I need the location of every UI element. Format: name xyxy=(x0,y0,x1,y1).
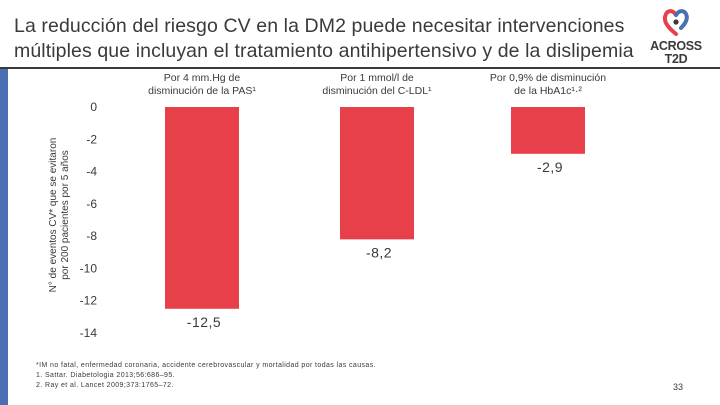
footnote-ref-2: 2. Ray et al. Lancet 2009;373:1765–72. xyxy=(36,382,174,389)
y-tick-label: -12 xyxy=(80,294,98,308)
bars xyxy=(165,107,585,309)
title-line-1: La reducción del riesgo CV en la DM2 pue… xyxy=(14,15,625,37)
category-label-line-1: Por 1 mmol/l de xyxy=(340,72,414,84)
left-accent-stripe xyxy=(0,68,8,405)
y-tick-label: -14 xyxy=(80,326,98,340)
title-line-2: múltiples que incluyan el tratamiento an… xyxy=(14,40,634,62)
bar-2 xyxy=(340,107,414,240)
page-number: 33 xyxy=(672,382,683,392)
y-tick-label: -6 xyxy=(86,197,97,211)
category-label-line-1: Por 0,9% de disminución xyxy=(490,72,606,84)
category-label-line-2: disminución de la PAS¹ xyxy=(148,85,256,97)
category-label-line-2: de la HbA1c¹·² xyxy=(514,85,582,97)
y-axis-label-line-2: por 200 pacientes por 5 años xyxy=(60,150,71,280)
logo-text-t2d: T2D xyxy=(664,52,688,66)
heart-drop-logo-icon xyxy=(662,9,689,36)
logo-text-across: ACROSS xyxy=(650,39,702,53)
category-label-line-2: disminución del C-LDL¹ xyxy=(322,85,432,97)
logo-wordmark: ACROSS T2D xyxy=(646,40,706,66)
y-axis-label: N° de eventos CV* que se evitaron por 20… xyxy=(48,138,71,293)
across-t2d-logo: ACROSS T2D xyxy=(646,6,706,68)
y-tick-label: 0 xyxy=(90,100,97,114)
footnote-definition: *IM no fatal, enfermedad coronaria, acci… xyxy=(36,362,376,369)
footnotes: *IM no fatal, enfermedad coronaria, acci… xyxy=(36,361,376,391)
y-axis-ticks: 0 -2 -4 -6 -8 -10 -12 -14 xyxy=(80,100,98,340)
category-label-line-1: Por 4 mm.Hg de xyxy=(164,72,241,84)
value-label-2: -8,2 xyxy=(366,244,392,260)
y-axis-label-line-1: N° de eventos CV* que se evitaron xyxy=(48,138,59,293)
title-divider xyxy=(0,67,720,69)
y-tick-label: -4 xyxy=(86,165,97,179)
footnote-ref-1: 1. Sattar. Diabetologia 2013;56:686–95. xyxy=(36,372,175,379)
slide-title: La reducción del riesgo CV en la DM2 pue… xyxy=(14,14,644,64)
y-tick-label: -8 xyxy=(86,229,97,243)
y-tick-label: -2 xyxy=(86,132,97,146)
value-labels: -12,5 -8,2 -2,9 xyxy=(187,159,563,330)
y-tick-label: -10 xyxy=(80,261,98,275)
value-label-3: -2,9 xyxy=(537,159,563,175)
bar-1 xyxy=(165,107,239,309)
value-label-1: -12,5 xyxy=(187,314,221,330)
bar-3 xyxy=(511,107,585,154)
